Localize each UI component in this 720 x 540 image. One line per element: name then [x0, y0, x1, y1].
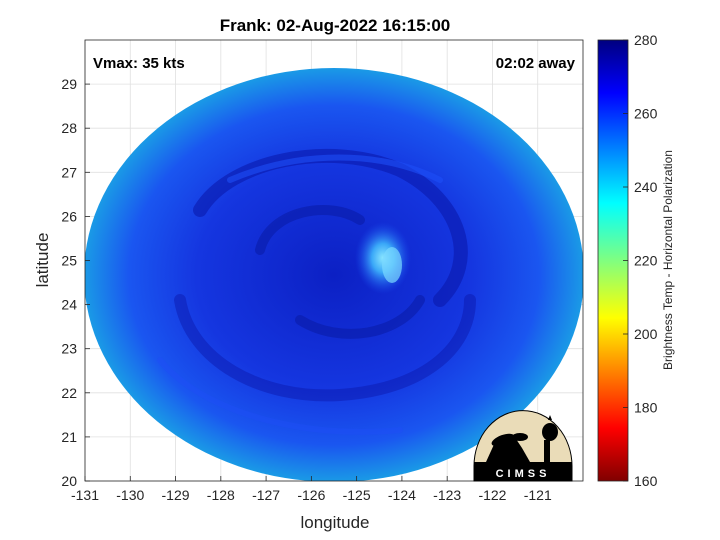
logo-tower	[544, 440, 550, 462]
cimss-logo: CIMSS	[473, 410, 573, 482]
x-tick-label: -131	[71, 487, 99, 503]
satellite-swath	[85, 68, 583, 481]
y-tick-label: 27	[61, 164, 77, 180]
colorbar-tick-label: 180	[634, 400, 658, 416]
y-tick-label: 28	[61, 120, 77, 136]
colorbar-ticks: 160 180 200 220 240 260 280	[623, 32, 658, 489]
x-tick-label: -128	[207, 487, 235, 503]
x-tick-label: -127	[252, 487, 280, 503]
colorbar-tick-label: 260	[634, 106, 658, 122]
y-tick-label: 24	[61, 297, 77, 313]
chart-title: Frank: 02-Aug-2022 16:15:00	[220, 16, 451, 35]
colorbar-tick-label: 220	[634, 253, 658, 269]
swath-disk	[85, 68, 583, 481]
x-tick-label: -124	[388, 487, 416, 503]
y-tick-label: 23	[61, 341, 77, 357]
x-tick-label: -130	[116, 487, 144, 503]
x-tick-label: -125	[343, 487, 371, 503]
x-tick-label: -123	[433, 487, 461, 503]
eyewall-core	[382, 247, 402, 283]
x-tick-label: -126	[297, 487, 325, 503]
colorbar-tick-label: 160	[634, 473, 658, 489]
x-tick-label: -129	[162, 487, 190, 503]
y-tick-label: 22	[61, 385, 77, 401]
colorbar-label: Brightness Temp - Horizontal Polarizatio…	[661, 150, 675, 370]
time-away-annotation: 02:02 away	[496, 55, 576, 72]
y-tick-label: 20	[61, 473, 77, 489]
y-axis-label: latitude	[33, 233, 52, 288]
colorbar-tick-label: 200	[634, 326, 658, 342]
x-tick-label: -121	[524, 487, 552, 503]
y-axis-ticks: 20 21 22 23 24 25 26 27 28 29	[61, 76, 90, 489]
colorbar-tick-label: 280	[634, 32, 658, 48]
y-tick-label: 29	[61, 76, 77, 92]
x-axis-ticks: -131 -130 -129 -128 -127 -126 -125 -124 -123 -122…	[71, 476, 552, 503]
y-tick-label: 26	[61, 208, 77, 224]
spiral-bands	[157, 148, 476, 435]
x-axis-label: longitude	[300, 513, 369, 532]
vmax-annotation: Vmax: 35 kts	[93, 55, 185, 72]
logo-text: CIMSS	[496, 468, 551, 480]
colorbar-tick-label: 240	[634, 179, 658, 195]
logo-band	[474, 462, 572, 481]
y-tick-label: 21	[61, 429, 77, 445]
y-tick-label: 25	[61, 253, 77, 269]
x-tick-label: -122	[478, 487, 506, 503]
